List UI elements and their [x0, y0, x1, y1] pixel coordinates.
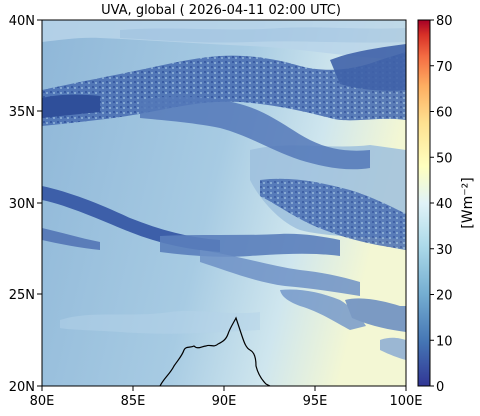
colorbar-tick-label: 0	[436, 380, 444, 395]
colorbar-tick-label: 10	[436, 334, 453, 349]
colorbar-tick-label: 80	[436, 14, 453, 29]
colorbar-tick-label: 50	[436, 151, 453, 166]
colorbar-unit-label: [Wm⁻²]	[460, 177, 476, 228]
colorbar-ramp	[417, 19, 431, 387]
y-axis	[37, 19, 42, 387]
colorbar-tick-label: 20	[436, 289, 453, 304]
x-axis	[41, 386, 407, 391]
colorbar-tick-label: 40	[436, 197, 453, 212]
map-title: UVA, global ( 2026-04-11 02:00 UTC)	[101, 3, 341, 18]
x-tick-label: 80E	[30, 394, 55, 409]
x-tick-label: 95E	[303, 394, 328, 409]
coastline	[159, 316, 271, 386]
y-tick-label: 30N	[9, 197, 35, 212]
cloud-band-middle	[42, 178, 406, 296]
colorbar-tick-label: 70	[436, 60, 453, 75]
map-area	[42, 20, 406, 386]
y-tick-label: 20N	[9, 380, 35, 395]
x-tick-label: 90E	[212, 394, 237, 409]
cloud-band-upper	[42, 44, 406, 170]
x-tick-label: 85E	[121, 394, 146, 409]
y-tick-label: 40N	[9, 14, 35, 29]
x-tick-label: 100E	[389, 394, 422, 409]
colorbar: 80 70 60 50 40 30 20 10 0 [Wm⁻²]	[417, 14, 476, 395]
y-tick-label: 25N	[9, 288, 35, 303]
y-tick-label: 35N	[9, 105, 35, 120]
cloud-band-lower	[280, 289, 406, 360]
colorbar-tick-label: 60	[436, 106, 453, 121]
colorbar-tick-label: 30	[436, 243, 453, 258]
